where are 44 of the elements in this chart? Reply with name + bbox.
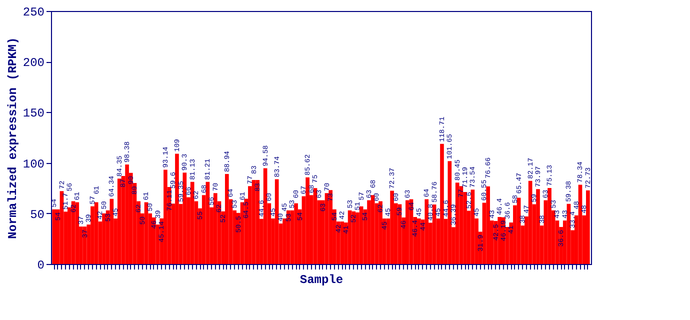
bar <box>164 170 168 264</box>
bar <box>256 180 260 264</box>
bar <box>370 195 375 264</box>
y-axis-title: Normalized expression (RPKM) <box>6 37 20 239</box>
bar <box>182 172 187 264</box>
bar <box>378 201 382 264</box>
bar <box>213 193 218 264</box>
bar <box>224 174 229 264</box>
bar <box>340 221 344 264</box>
bar <box>424 199 429 264</box>
bar <box>455 182 460 264</box>
x-axis-title: Sample <box>300 273 344 287</box>
bar <box>448 161 452 264</box>
bar <box>536 189 540 264</box>
bar <box>75 202 80 264</box>
y-tick-label: 150 <box>22 106 44 121</box>
bar <box>586 190 590 264</box>
y-tick-label: 250 <box>22 6 44 20</box>
bar <box>102 213 106 264</box>
bar <box>125 164 129 264</box>
bar <box>405 200 410 264</box>
bar <box>274 179 279 264</box>
bar <box>286 210 290 264</box>
bar <box>117 178 122 264</box>
bar <box>90 206 94 264</box>
bar <box>306 177 310 264</box>
bar <box>390 190 394 264</box>
bar <box>486 186 490 264</box>
bar <box>578 184 582 264</box>
bar <box>440 144 444 264</box>
y-tick-label: 100 <box>22 157 44 172</box>
bar <box>152 217 156 264</box>
bar <box>175 154 179 264</box>
y-tick-label: 0 <box>37 258 44 272</box>
y-tick-label: 50 <box>30 208 44 222</box>
bar <box>294 203 298 264</box>
bar <box>328 190 333 264</box>
bar <box>548 188 552 264</box>
y-tick-label: 200 <box>22 56 44 70</box>
bar <box>352 211 356 264</box>
bar <box>498 217 502 264</box>
bar <box>417 218 421 264</box>
bar <box>190 182 194 264</box>
bar <box>52 209 56 264</box>
